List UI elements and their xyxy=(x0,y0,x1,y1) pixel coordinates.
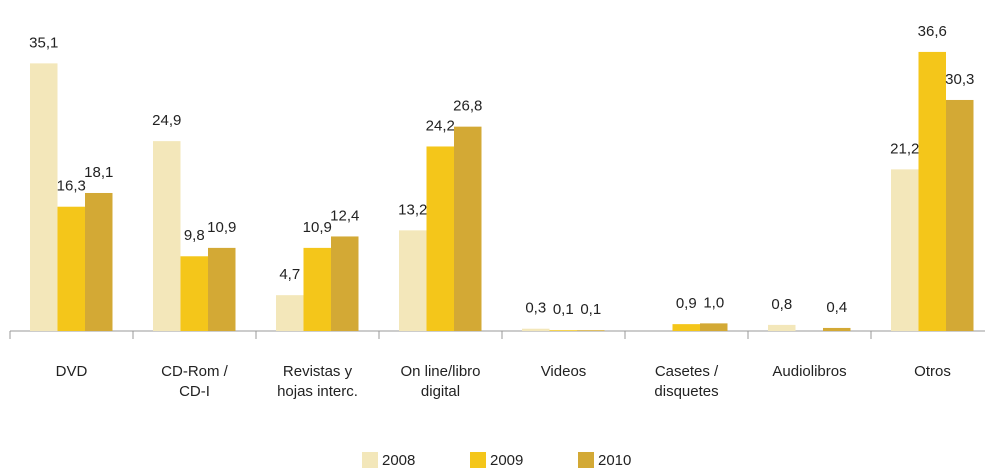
bar xyxy=(153,141,181,331)
bar xyxy=(522,328,550,331)
data-label: 0,4 xyxy=(826,299,847,316)
bar xyxy=(180,256,208,331)
x-tick-label: DVD xyxy=(56,363,88,380)
x-tick-label: Videos xyxy=(541,363,587,380)
bar xyxy=(85,192,113,331)
bar xyxy=(208,247,236,331)
bar xyxy=(768,324,796,331)
data-label: 36,6 xyxy=(918,23,947,40)
data-label: 21,2 xyxy=(890,140,919,157)
legend-label: 2008 xyxy=(382,452,415,469)
x-tick-label: CD-Rom / CD-I xyxy=(161,363,228,400)
bar xyxy=(577,330,605,331)
x-tick-label: Audiolibros xyxy=(772,363,846,380)
bar xyxy=(276,295,304,331)
data-label: 12,4 xyxy=(330,207,359,224)
x-tick-label: Revistas y hojas interc. xyxy=(277,363,358,400)
x-tick-label: Otros xyxy=(914,363,951,380)
data-label: 30,3 xyxy=(945,71,974,88)
data-label: 4,7 xyxy=(279,266,300,283)
bar xyxy=(891,169,919,331)
data-label: 35,1 xyxy=(29,34,58,51)
bar xyxy=(454,126,482,332)
bar xyxy=(946,99,974,332)
bar xyxy=(823,327,851,331)
bar xyxy=(331,236,359,331)
bar xyxy=(399,230,427,331)
data-label: 10,9 xyxy=(303,219,332,236)
data-label: 24,9 xyxy=(152,112,181,129)
data-label: 24,2 xyxy=(426,117,455,134)
data-label: 26,8 xyxy=(453,98,482,115)
data-label: 10,9 xyxy=(207,219,236,236)
data-label: 0,3 xyxy=(525,300,546,317)
bar xyxy=(30,63,58,332)
data-label: 0,9 xyxy=(676,295,697,312)
legend-swatch xyxy=(578,452,594,468)
data-label: 18,1 xyxy=(84,164,113,181)
data-label: 0,1 xyxy=(553,301,574,318)
data-label: 0,1 xyxy=(580,301,601,318)
bar xyxy=(426,146,454,331)
data-label: 16,3 xyxy=(57,178,86,195)
x-tick-label: Casetes / disquetes xyxy=(654,363,719,400)
data-label: 0,8 xyxy=(771,296,792,313)
bar xyxy=(700,323,728,331)
bar xyxy=(303,247,331,331)
data-label: 13,2 xyxy=(398,201,427,218)
legend-label: 2009 xyxy=(490,452,523,469)
bar xyxy=(672,324,700,331)
x-tick-label: On line/libro digital xyxy=(400,363,480,400)
legend-label: 2010 xyxy=(598,452,631,469)
legend-swatch xyxy=(362,452,378,468)
bar xyxy=(549,330,577,331)
data-label: 1,0 xyxy=(703,294,724,311)
bar xyxy=(57,206,85,331)
bar xyxy=(918,51,946,332)
legend-swatch xyxy=(470,452,486,468)
data-label: 9,8 xyxy=(184,227,205,244)
